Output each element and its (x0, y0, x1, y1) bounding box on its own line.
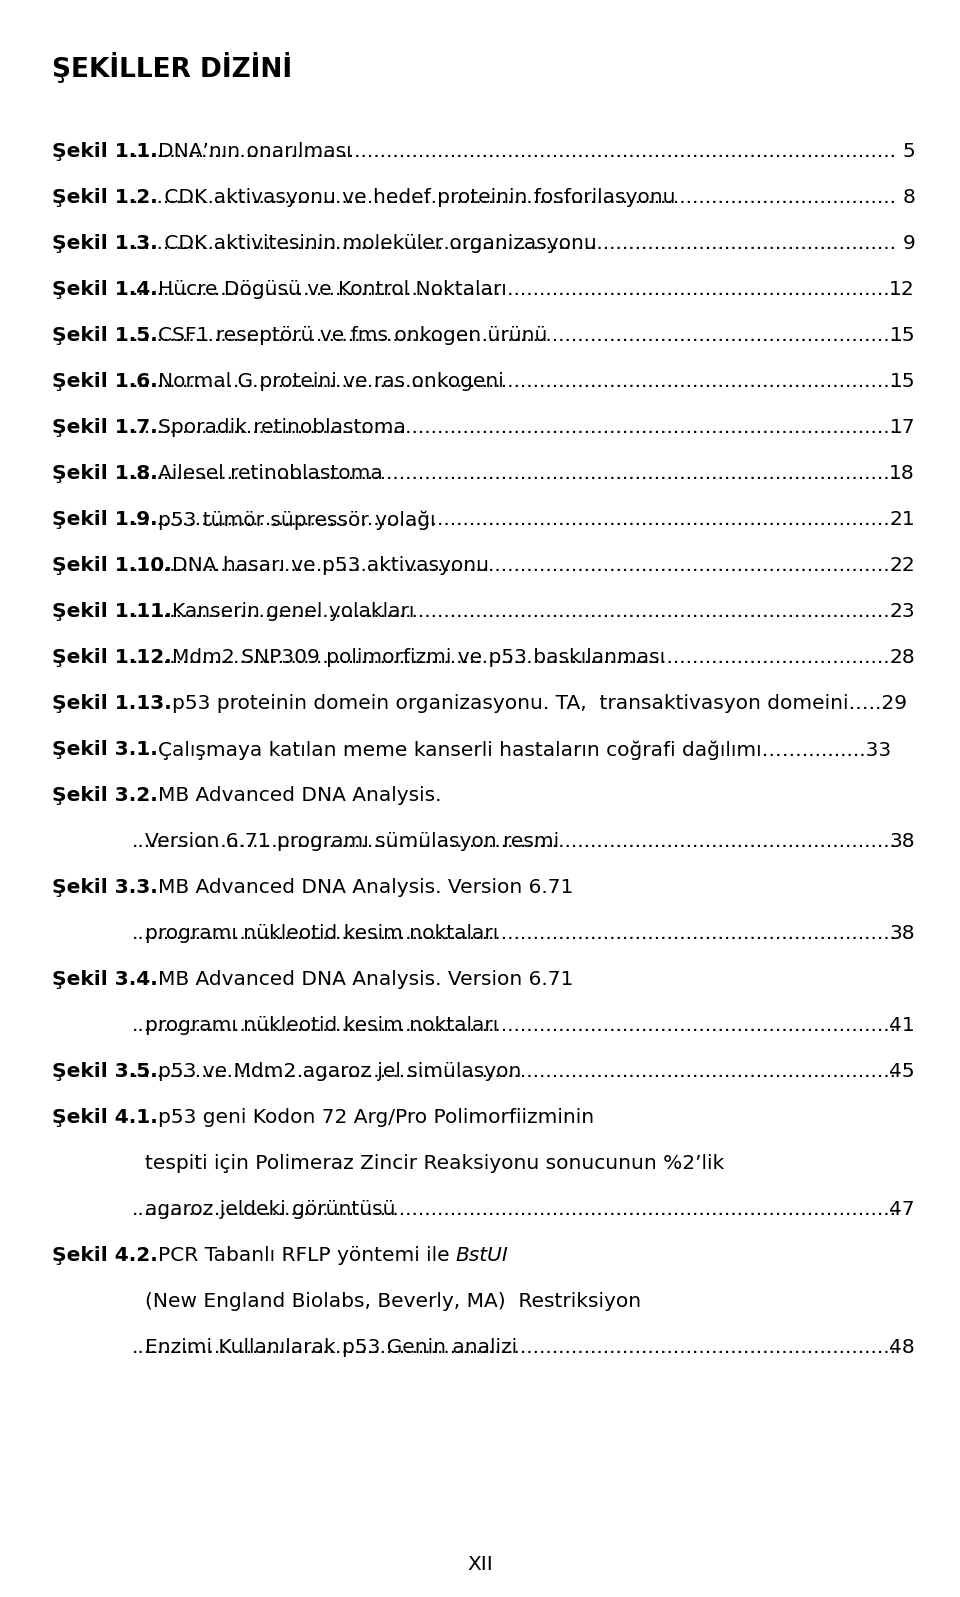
Text: 22: 22 (889, 556, 915, 575)
Text: Version 6.71 programı sümülasyon resmi: Version 6.71 programı sümülasyon resmi (145, 832, 559, 851)
Text: ................................................................................: ........................................… (132, 142, 897, 161)
Text: Şekil 1.7.: Şekil 1.7. (52, 418, 157, 438)
Text: 48: 48 (889, 1338, 915, 1357)
Text: ................................................................................: ........................................… (132, 326, 897, 345)
Text: CDK aktivitesinin moleküler organizasyonu: CDK aktivitesinin moleküler organizasyon… (157, 235, 596, 252)
Text: Sporadik retinoblastoma: Sporadik retinoblastoma (157, 418, 406, 438)
Text: MB Advanced DNA Analysis.: MB Advanced DNA Analysis. (157, 786, 442, 805)
Text: ................................................................................: ........................................… (132, 465, 897, 482)
Text: Şekil 1.4.: Şekil 1.4. (52, 279, 157, 299)
Text: 5: 5 (902, 142, 915, 161)
Text: Çalışmaya katılan meme kanserli hastaların coğrafi dağılımı……..........33: Çalışmaya katılan meme kanserli hastalar… (157, 739, 891, 760)
Text: 9: 9 (902, 235, 915, 252)
Text: ................................................................................: ........................................… (132, 1016, 897, 1035)
Text: Enzimi Kullanılarak p53 Genin analizi: Enzimi Kullanılarak p53 Genin analizi (145, 1338, 517, 1357)
Text: Şekil 3.2.: Şekil 3.2. (52, 786, 157, 805)
Text: 15: 15 (889, 326, 915, 345)
Text: agaroz jeldeki görüntüsü: agaroz jeldeki görüntüsü (145, 1199, 396, 1219)
Text: 12: 12 (889, 279, 915, 299)
Text: 38: 38 (889, 832, 915, 851)
Text: ................................................................................: ........................................… (132, 832, 897, 851)
Text: Şekil 1.8.: Şekil 1.8. (52, 465, 157, 482)
Text: CSF1 reseptörü ve fms onkogen ürünü: CSF1 reseptörü ve fms onkogen ürünü (157, 326, 547, 345)
Text: Mdm2 SNP309 polimorfizmi ve p53 baskılanması: Mdm2 SNP309 polimorfizmi ve p53 baskılan… (172, 648, 665, 668)
Text: Şekil 1.12.: Şekil 1.12. (52, 648, 172, 668)
Text: ................................................................................: ........................................… (132, 602, 897, 621)
Text: ................................................................................: ........................................… (132, 235, 897, 252)
Text: BstUI: BstUI (456, 1246, 509, 1265)
Text: Şekil 3.5.: Şekil 3.5. (52, 1062, 157, 1081)
Text: tespiti için Polimeraz Zincir Reaksiyonu sonucunun %2’lik: tespiti için Polimeraz Zincir Reaksiyonu… (145, 1155, 724, 1174)
Text: MB Advanced DNA Analysis. Version 6.71: MB Advanced DNA Analysis. Version 6.71 (157, 969, 573, 989)
Text: ................................................................................: ........................................… (132, 418, 897, 438)
Text: ................................................................................: ........................................… (132, 1062, 897, 1081)
Text: Şekil 1.10.: Şekil 1.10. (52, 556, 172, 575)
Text: Şekil 1.9.: Şekil 1.9. (52, 509, 157, 529)
Text: Şekil 1.11.: Şekil 1.11. (52, 602, 172, 621)
Text: PCR Tabanlı RFLP yöntemi ile: PCR Tabanlı RFLP yöntemi ile (157, 1246, 456, 1265)
Text: 38: 38 (889, 925, 915, 942)
Text: XII: XII (468, 1555, 492, 1575)
Text: p53 proteinin domein organizasyonu. TA,  transaktivasyon domeini…..29: p53 proteinin domein organizasyonu. TA, … (172, 695, 907, 712)
Text: Şekil 1.6.: Şekil 1.6. (52, 372, 157, 391)
Text: Şekil 3.4.: Şekil 3.4. (52, 969, 157, 989)
Text: Şekil 4.2.: Şekil 4.2. (52, 1246, 157, 1265)
Text: ................................................................................: ........................................… (132, 1199, 897, 1219)
Text: Şekil 4.1.: Şekil 4.1. (52, 1108, 157, 1127)
Text: DNA’nın onarılması: DNA’nın onarılması (157, 142, 351, 161)
Text: Hücre Dögüsü ve Kontrol Noktaları: Hücre Dögüsü ve Kontrol Noktaları (157, 279, 507, 299)
Text: ................................................................................: ........................................… (132, 556, 897, 575)
Text: ................................................................................: ........................................… (132, 509, 897, 529)
Text: Şekil 3.3.: Şekil 3.3. (52, 878, 157, 898)
Text: ................................................................................: ........................................… (132, 188, 897, 208)
Text: ................................................................................: ........................................… (132, 279, 897, 299)
Text: ................................................................................: ........................................… (132, 1338, 897, 1357)
Text: programı nükleotid kesim noktaları: programı nükleotid kesim noktaları (145, 925, 498, 942)
Text: p53 ve Mdm2 agaroz jel simülasyon: p53 ve Mdm2 agaroz jel simülasyon (157, 1062, 521, 1081)
Text: Şekil 1.2.: Şekil 1.2. (52, 188, 157, 208)
Text: 8: 8 (902, 188, 915, 208)
Text: 28: 28 (889, 648, 915, 668)
Text: 17: 17 (889, 418, 915, 438)
Text: ................................................................................: ........................................… (132, 648, 897, 668)
Text: Şekil 3.1.: Şekil 3.1. (52, 739, 157, 759)
Text: 21: 21 (889, 509, 915, 529)
Text: Şekil 1.5.: Şekil 1.5. (52, 326, 157, 345)
Text: 47: 47 (889, 1199, 915, 1219)
Text: Normal G proteini ve ras onkogeni: Normal G proteini ve ras onkogeni (157, 372, 503, 391)
Text: Şekil 1.1.: Şekil 1.1. (52, 142, 157, 161)
Text: Ailesel retinoblastoma: Ailesel retinoblastoma (157, 465, 382, 482)
Text: MB Advanced DNA Analysis. Version 6.71: MB Advanced DNA Analysis. Version 6.71 (157, 878, 573, 898)
Text: ................................................................................: ........................................… (132, 372, 897, 391)
Text: p53 tümör süpressör yolağı: p53 tümör süpressör yolağı (157, 509, 435, 530)
Text: Şekil 1.13.: Şekil 1.13. (52, 695, 172, 712)
Text: 41: 41 (889, 1016, 915, 1035)
Text: p53 geni Kodon 72 Arg/Pro Polimorfiizminin: p53 geni Kodon 72 Arg/Pro Polimorfiizmin… (157, 1108, 594, 1127)
Text: programı nükleotid kesim noktaları: programı nükleotid kesim noktaları (145, 1016, 498, 1035)
Text: Kanserin genel yolakları: Kanserin genel yolakları (172, 602, 414, 621)
Text: 18: 18 (889, 465, 915, 482)
Text: Şekil 1.3.: Şekil 1.3. (52, 235, 157, 252)
Text: 45: 45 (889, 1062, 915, 1081)
Text: DNA hasarı ve p53 aktivasyonu: DNA hasarı ve p53 aktivasyonu (172, 556, 489, 575)
Text: CDK aktivasyonu ve hedef proteinin fosforilasyonu: CDK aktivasyonu ve hedef proteinin fosfo… (157, 188, 675, 208)
Text: 23: 23 (889, 602, 915, 621)
Text: (New England Biolabs, Beverly, MA)  Restriksiyon: (New England Biolabs, Beverly, MA) Restr… (145, 1292, 641, 1311)
Text: ŞEKİLLER DİZİNİ: ŞEKİLLER DİZİNİ (52, 53, 292, 83)
Text: 15: 15 (889, 372, 915, 391)
Text: ................................................................................: ........................................… (132, 925, 897, 942)
